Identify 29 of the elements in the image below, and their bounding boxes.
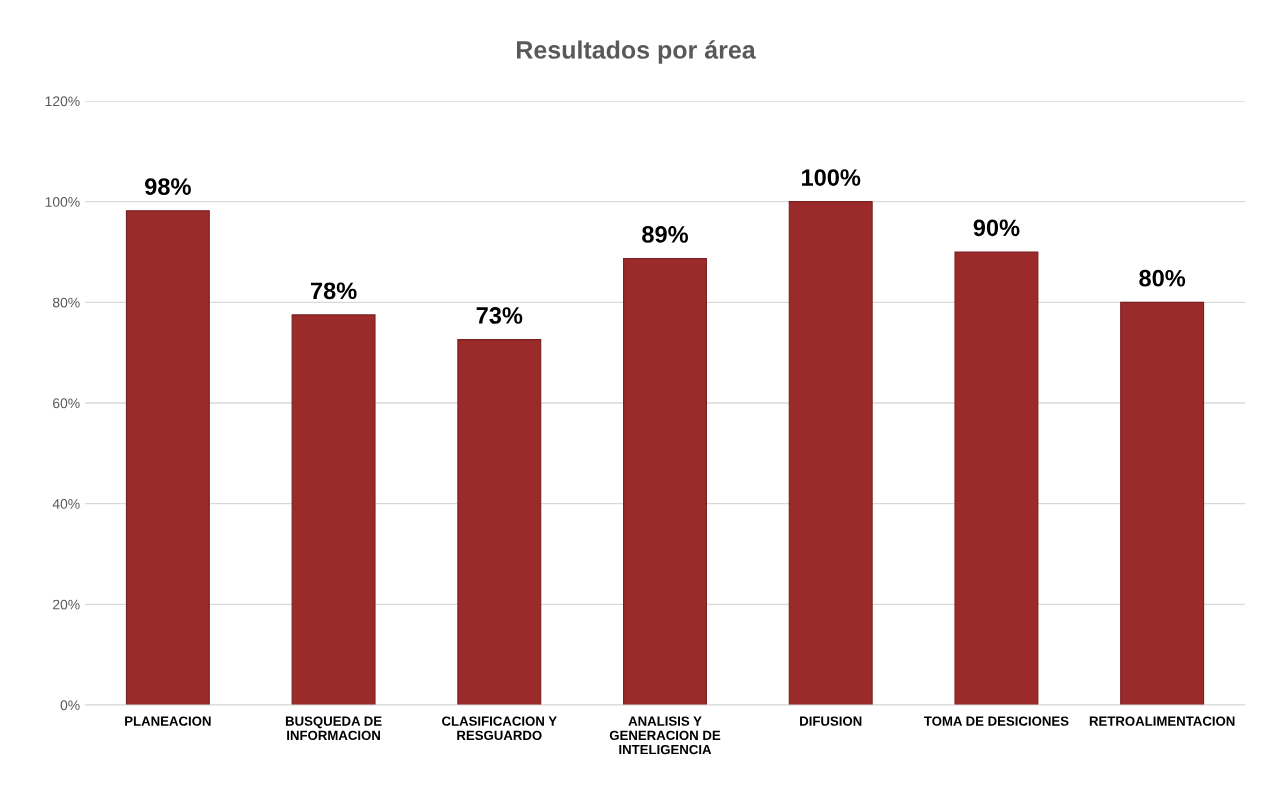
x-tick-label: BUSQUEDA DE INFORMACION <box>285 716 382 741</box>
x-tick-label: PLANEACION <box>125 716 211 726</box>
data-label: 73% <box>476 307 523 324</box>
y-tick-label: 40% <box>52 499 80 509</box>
y-tick-label: 120% <box>45 96 80 107</box>
chart-title: Resultados por área <box>517 40 756 64</box>
bar <box>788 201 873 705</box>
data-label: 80% <box>1139 269 1186 287</box>
data-label: 98% <box>145 178 191 195</box>
data-label: 89% <box>642 226 689 243</box>
data-label: 100% <box>802 169 861 186</box>
bar <box>623 257 707 705</box>
y-tick-label: 80% <box>52 297 80 308</box>
bar <box>954 251 1039 705</box>
bar <box>457 339 542 705</box>
y-tick-label: 0% <box>60 700 80 711</box>
y-tick-label: 20% <box>53 599 80 610</box>
x-tick-label: TOMA DE DESICIONES <box>924 716 1069 726</box>
y-tick-label: 100% <box>45 197 80 207</box>
x-tick-label: DIFUSION <box>800 716 862 726</box>
x-tick-label: CLASIFICACION Y RESGUARDO <box>442 716 557 741</box>
bar <box>1120 301 1205 705</box>
data-label: 90% <box>973 219 1020 237</box>
data-label: 78% <box>310 282 357 300</box>
y-tick-label: 60% <box>53 398 80 409</box>
x-tick-label: RETROALIMENTACION <box>1089 716 1235 726</box>
bar <box>291 314 376 705</box>
bar <box>125 210 210 705</box>
x-tick-label: ANALISIS Y GENERACION DE INTELIGENCIA <box>609 716 721 755</box>
